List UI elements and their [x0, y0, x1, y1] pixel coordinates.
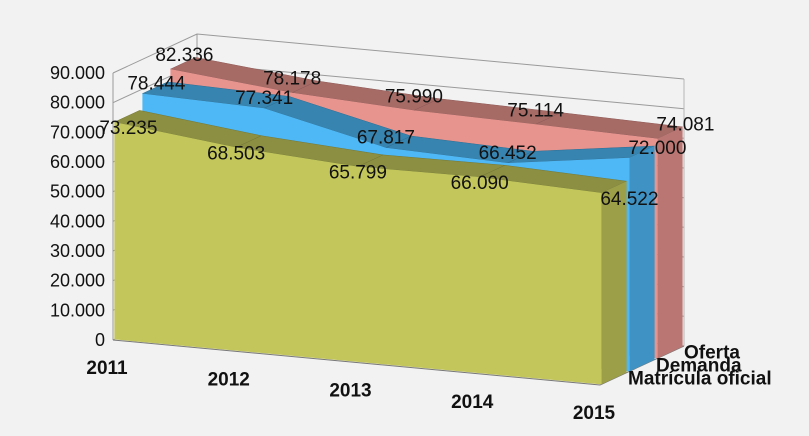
series-matr-cula-oficial — [113, 110, 628, 385]
x-axis-line — [112, 339, 601, 386]
area-side-face — [657, 126, 683, 359]
data-label: 75.114 — [507, 100, 564, 121]
x-tick-label: 2015 — [573, 403, 616, 424]
area-side-face — [629, 146, 655, 372]
area-side-face — [601, 181, 627, 385]
y-tick-label: 60.000 — [50, 152, 105, 172]
series-axis-label: Demanda — [656, 356, 742, 377]
data-labels: 73.235 68.503 65.799 66.090 64.522 78.444 77.3… — [99, 45, 714, 210]
x-tick-label: 2014 — [451, 392, 494, 413]
data-label: 82.336 — [155, 45, 213, 66]
y-tick-label: 90.000 — [50, 63, 105, 83]
y-tick-label: 40.000 — [50, 211, 105, 231]
series-axis-label: Oferta — [684, 343, 740, 364]
x-axis-ticks: 2011 2012 2013 2014 2015 — [86, 358, 615, 424]
data-label: 72.000 — [628, 138, 686, 159]
data-label: 78.444 — [127, 74, 186, 95]
data-label: 67.817 — [357, 128, 415, 149]
y-tick-label: 20.000 — [50, 271, 105, 291]
series-axis-label: Matrícula oficial — [628, 369, 772, 390]
x-tick-label: 2011 — [86, 358, 128, 379]
y-tick-label: 0 — [95, 330, 105, 350]
data-label: 65.799 — [329, 163, 387, 184]
data-label: 78.178 — [263, 69, 321, 90]
area-front-face — [114, 122, 602, 385]
data-label: 73.235 — [99, 118, 157, 139]
data-label: 77.341 — [235, 88, 293, 109]
y-axis-ticks: 0 10.000 20.000 30.000 40.000 50.000 60.000 70.… — [50, 63, 105, 350]
y-tick-label: 70.000 — [50, 122, 105, 142]
x-tick-label: 2013 — [329, 381, 371, 402]
y-tick-label: 10.000 — [50, 300, 105, 320]
data-label: 66.452 — [479, 143, 537, 164]
y-tick-label: 50.000 — [50, 182, 105, 202]
data-label: 68.503 — [207, 143, 265, 164]
data-label: 74.081 — [656, 115, 714, 136]
y-tick-label: 30.000 — [50, 241, 105, 261]
y-tick-label: 80.000 — [50, 93, 105, 113]
data-label: 64.522 — [600, 189, 658, 210]
x-tick-label: 2012 — [208, 369, 250, 390]
data-label: 66.090 — [451, 173, 509, 194]
data-label: 75.990 — [385, 86, 443, 107]
